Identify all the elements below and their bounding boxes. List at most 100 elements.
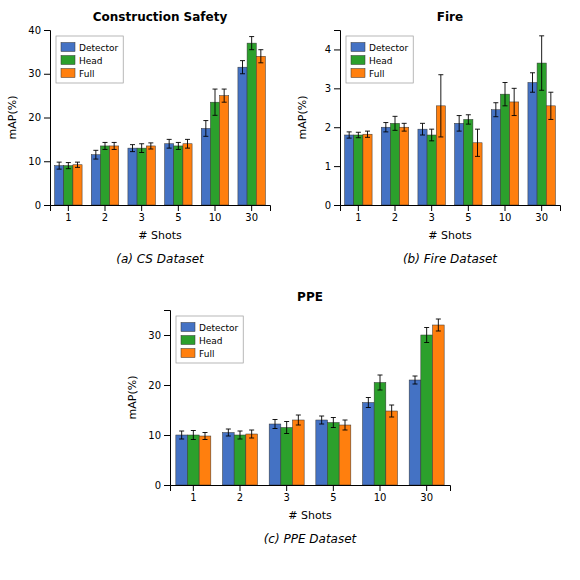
x-tick-label: 30: [245, 212, 258, 223]
bar: [381, 127, 390, 205]
bar: [234, 435, 246, 485]
error-bar: [66, 163, 71, 169]
y-tick: 0: [325, 200, 340, 211]
bar: [363, 403, 375, 486]
x-tick: 3: [283, 485, 289, 503]
x-tick-label: 3: [138, 212, 144, 223]
x-tick-mark: [240, 485, 241, 491]
x-tick-mark: [380, 485, 381, 491]
x-tick-label: 1: [190, 492, 196, 503]
y-axis-title: mAP(%): [6, 96, 19, 140]
bar: [328, 423, 340, 486]
error-bar: [57, 162, 62, 169]
bar: [137, 148, 146, 205]
panel: 01020304012351030Construction Safety# Sh…: [6, 10, 271, 266]
y-tick-mark: [164, 385, 170, 386]
y-tick-label: 4: [325, 44, 331, 55]
x-tick-label: 3: [283, 492, 289, 503]
error-bar: [249, 37, 254, 50]
title: PPE: [297, 290, 323, 304]
x-tick-mark: [193, 485, 194, 491]
x-tick: 10: [499, 205, 512, 223]
error-bar: [539, 36, 544, 90]
x-axis: 12351030: [171, 485, 451, 503]
y-tick-label: 0: [35, 200, 41, 211]
error-bar: [249, 430, 254, 438]
bar: [246, 434, 258, 485]
y-tick: 4: [325, 44, 340, 55]
x-tick: 30: [245, 205, 258, 223]
error-bar: [413, 376, 418, 384]
legend-box: [176, 316, 243, 363]
x-axis-line: [341, 206, 561, 212]
x-tick-label: 30: [535, 212, 548, 223]
error-bar: [393, 116, 398, 130]
y-tick: 30: [28, 68, 50, 79]
error-bar: [296, 415, 301, 425]
error-bar: [213, 89, 218, 115]
legend-swatch: [61, 69, 75, 78]
legend-box: [56, 36, 123, 83]
panel: 010203012351030PPE# ShotsmAP(%)(c) PPE D…: [126, 290, 451, 546]
error-bar: [319, 416, 324, 424]
legend-entry: Detector: [351, 43, 409, 54]
error-bar: [389, 405, 394, 417]
x-tick-mark: [105, 205, 106, 211]
bar: [256, 56, 265, 205]
y-tick-mark: [334, 127, 340, 128]
x-tick-mark: [541, 205, 542, 211]
error-bar: [139, 144, 144, 153]
legend-swatch: [351, 69, 365, 78]
series: [363, 75, 556, 205]
legend-label: Full: [199, 349, 214, 359]
y-tick-mark: [44, 161, 50, 162]
bar: [128, 148, 137, 205]
bar: [199, 436, 211, 485]
bar: [55, 166, 64, 205]
y-axis: 01234: [325, 31, 341, 211]
legend-swatch: [61, 56, 75, 65]
y-tick-mark: [44, 205, 50, 206]
y-tick-mark: [334, 49, 340, 50]
y-axis-title: mAP(%): [296, 96, 309, 140]
error-bar: [457, 116, 462, 132]
bar: [491, 110, 500, 205]
x-tick-label: 2: [392, 212, 398, 223]
bar: [183, 144, 192, 205]
legend-label: Head: [199, 336, 223, 346]
y-tick-label: 40: [28, 25, 41, 36]
y-tick-label: 3: [325, 83, 331, 94]
legend-swatch: [181, 349, 195, 358]
error-bar: [238, 431, 243, 439]
legend-entry: Head: [181, 336, 223, 347]
plot-area: [55, 37, 266, 205]
x-axis: 12351030: [341, 205, 561, 223]
y-tick-mark: [44, 74, 50, 75]
y-tick: 0: [35, 200, 50, 211]
bar: [390, 123, 399, 205]
error-bar: [148, 143, 153, 149]
legend-swatch: [181, 323, 195, 332]
y-tick: 30: [148, 330, 170, 341]
bar: [91, 155, 100, 205]
bar: [345, 135, 354, 205]
error-bar: [273, 420, 278, 429]
bar: [409, 380, 421, 485]
x-tick-mark: [286, 485, 287, 491]
error-bar: [512, 88, 517, 115]
legend-entry: Full: [61, 69, 94, 80]
x-tick: 5: [465, 205, 471, 223]
bar: [455, 123, 464, 205]
x-tick: 10: [374, 485, 387, 503]
series: [176, 376, 421, 485]
y-tick: 0: [155, 480, 170, 491]
legend-label: Full: [369, 69, 384, 79]
x-tick-mark: [141, 205, 142, 211]
legend-swatch: [351, 43, 365, 52]
x-axis-line: [171, 486, 451, 492]
error-bar: [75, 162, 80, 167]
x-tick: 2: [102, 205, 108, 223]
x-tick: 30: [535, 205, 548, 223]
error-bar: [503, 83, 508, 106]
x-tick: 2: [392, 205, 398, 223]
